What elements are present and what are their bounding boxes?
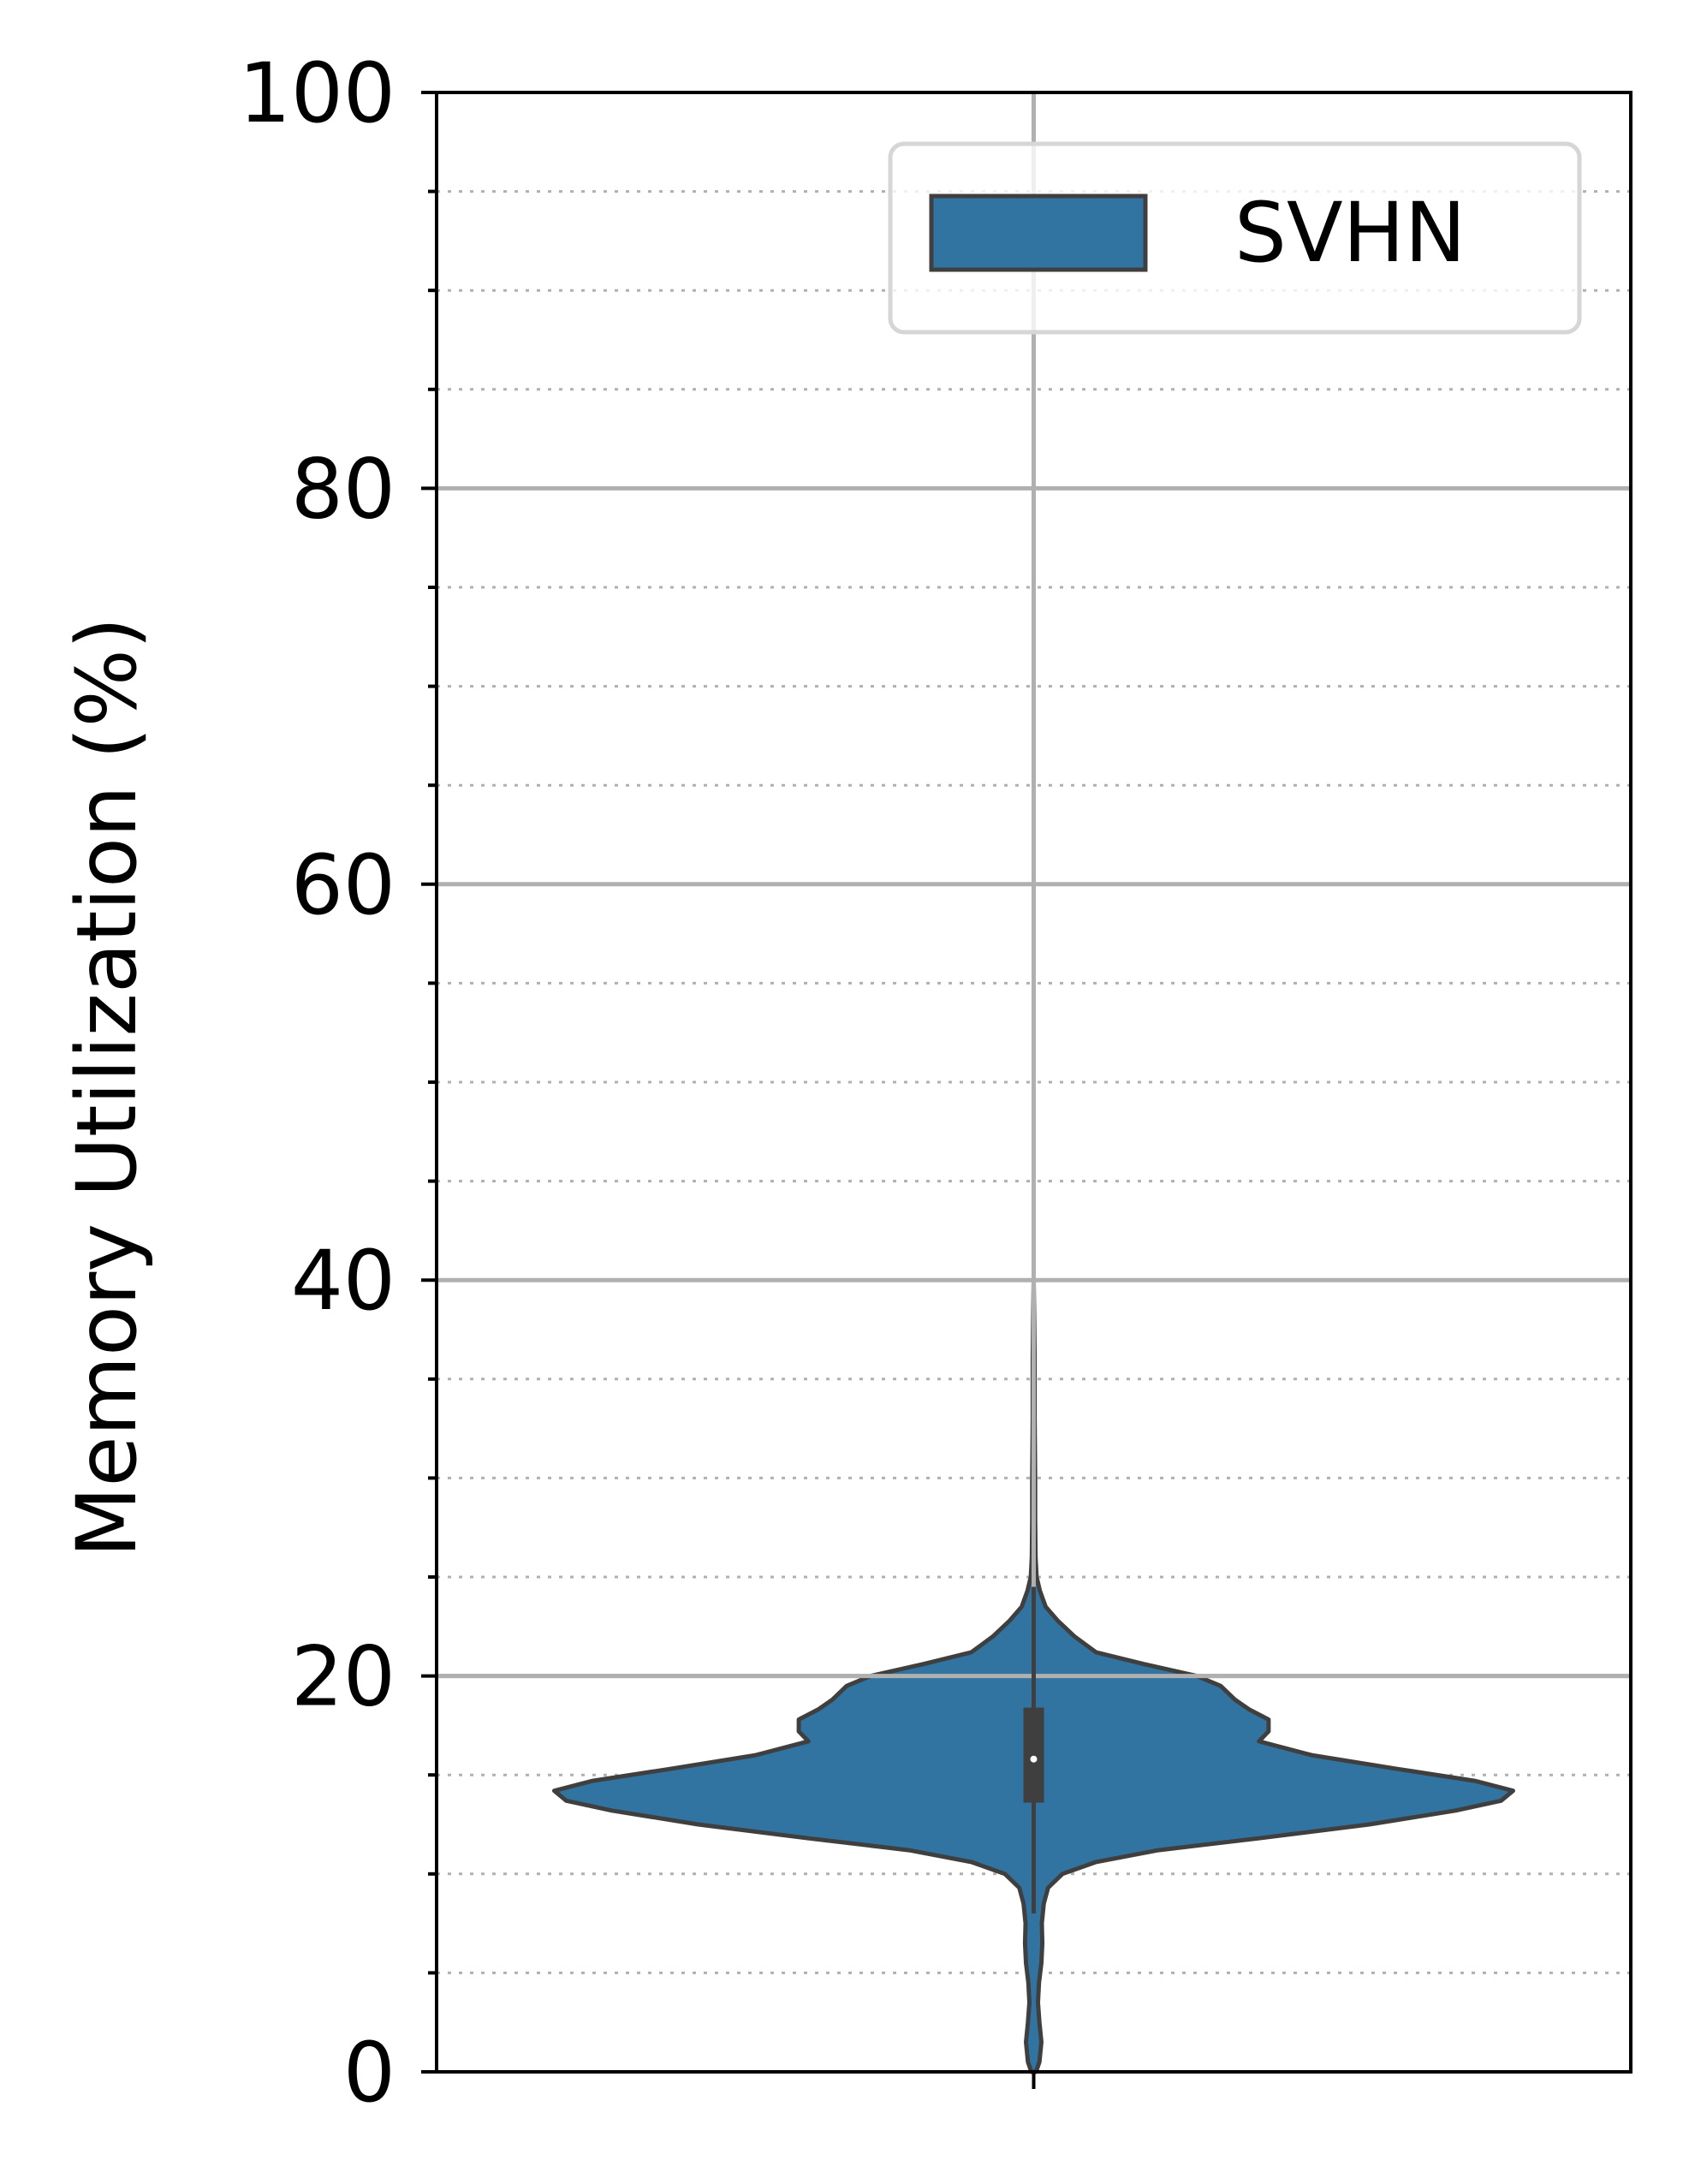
y-tick-label: 100 [239,45,395,141]
violin-median-svhn [1030,1755,1038,1763]
y-tick-label: 80 [291,441,395,537]
legend: SVHN [888,141,1582,335]
violin-layer [437,92,1631,2074]
y-axis-label: Memory Utilization (%) [59,617,155,1558]
y-tick-label: 0 [343,2025,395,2121]
legend-swatch-svhn [929,193,1148,272]
axis-layer: 0 20 40 60 80 100 [239,45,1632,2121]
legend-frame [888,141,1582,335]
violin-iqr-box-svhn [1023,1707,1044,1803]
y-tick-label: 60 [291,837,395,933]
y-tick-label: 40 [291,1233,395,1329]
legend-label-svhn: SVHN [1234,185,1466,281]
y-tick-label: 20 [291,1629,395,1725]
